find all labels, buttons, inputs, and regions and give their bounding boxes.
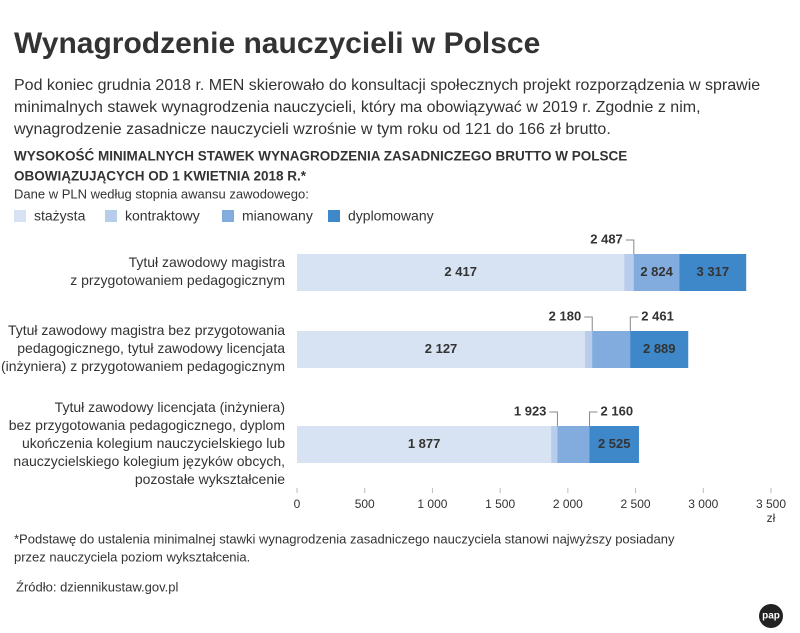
bar <box>297 254 625 291</box>
legend-label: stażysta <box>34 208 86 224</box>
category-label: nauczycielskiego kolegium języków obcych… <box>13 453 285 469</box>
value-label: 2 824 <box>640 264 673 279</box>
source: Źródło: dziennikustaw.gov.pl <box>16 579 178 594</box>
category-label: pedagogicznego, tytuł zawodowy licencjat… <box>17 340 285 356</box>
legend-swatch <box>105 210 117 222</box>
x-tick-label: 2 000 <box>553 497 583 511</box>
leader-line <box>629 316 639 331</box>
value-label: 2 889 <box>643 341 676 356</box>
value-label: 3 317 <box>697 264 730 279</box>
category-label: (inżyniera) z przygotowaniem pedagogiczn… <box>1 358 285 374</box>
legend-swatch <box>222 210 234 222</box>
value-label: 2 461 <box>641 308 674 323</box>
legend-label: dyplomowany <box>348 208 434 224</box>
intro: minimalnych stawek wynagrodzenia nauczyc… <box>14 99 701 116</box>
footnote: *Podstawę do ustalenia minimalnej stawki… <box>14 531 675 546</box>
intro: Pod koniec grudnia 2018 r. MEN skierował… <box>14 77 760 94</box>
x-unit: zł <box>767 511 776 525</box>
intro: wynagrodzenie zasadnicze nauczycieli wzr… <box>13 121 611 138</box>
x-tick-label: 0 <box>294 497 301 511</box>
leader-line <box>589 411 598 426</box>
bar <box>297 426 552 463</box>
value-label: 1 923 <box>514 403 547 418</box>
category-label: bez przygotowania pedagogicznego, dyplom <box>9 417 285 433</box>
subtitle: OBOWIĄZUJĄCYCH OD 1 KWIETNIA 2018 R.* <box>14 169 307 184</box>
category-label: Tytuł zawodowy magistra <box>129 254 286 270</box>
value-label: 2 160 <box>601 403 634 418</box>
category-label: ukończenia kolegium nauczycielskiego lub <box>22 435 285 451</box>
value-label: 2 525 <box>598 436 631 451</box>
category-label: z przygotowaniem pedagogicznym <box>70 272 285 288</box>
category-label: Tytuł zawodowy magistra bez przygotowani… <box>8 322 285 338</box>
leader-line <box>584 316 593 331</box>
leader-line <box>549 411 558 426</box>
legend-swatch <box>328 210 340 222</box>
value-label: 1 877 <box>408 436 441 451</box>
legend-swatch <box>14 210 26 222</box>
legend-label: kontraktowy <box>125 208 200 224</box>
x-tick-label: 2 500 <box>621 497 651 511</box>
value-label: 2 180 <box>549 308 582 323</box>
x-tick-label: 1 500 <box>485 497 515 511</box>
value-label: 2 487 <box>590 231 623 246</box>
subtitle: WYSOKOŚĆ MINIMALNYCH STAWEK WYNAGRODZENI… <box>14 149 627 164</box>
footnote: przez nauczyciela poziom wykształcenia. <box>14 549 250 564</box>
x-tick-label: 1 000 <box>417 497 447 511</box>
chart-title: Wynagrodzenie nauczycieli w Polsce <box>14 27 540 60</box>
leader-line <box>625 239 635 254</box>
logo: pap <box>762 611 780 622</box>
logo-badge <box>759 604 783 628</box>
category-label: pozostałe wykształcenie <box>135 471 285 487</box>
value-label: 2 417 <box>444 264 477 279</box>
x-tick-label: 500 <box>355 497 375 511</box>
category-label: Tytuł zawodowy licencjata (inżyniera) <box>55 399 285 415</box>
bar <box>297 331 586 368</box>
note: Dane w PLN według stopnia awansu zawodow… <box>14 186 309 201</box>
x-tick-label: 3 500 <box>756 497 786 511</box>
value-label: 2 127 <box>425 341 458 356</box>
x-tick-label: 3 000 <box>688 497 718 511</box>
legend-label: mianowany <box>242 208 313 224</box>
